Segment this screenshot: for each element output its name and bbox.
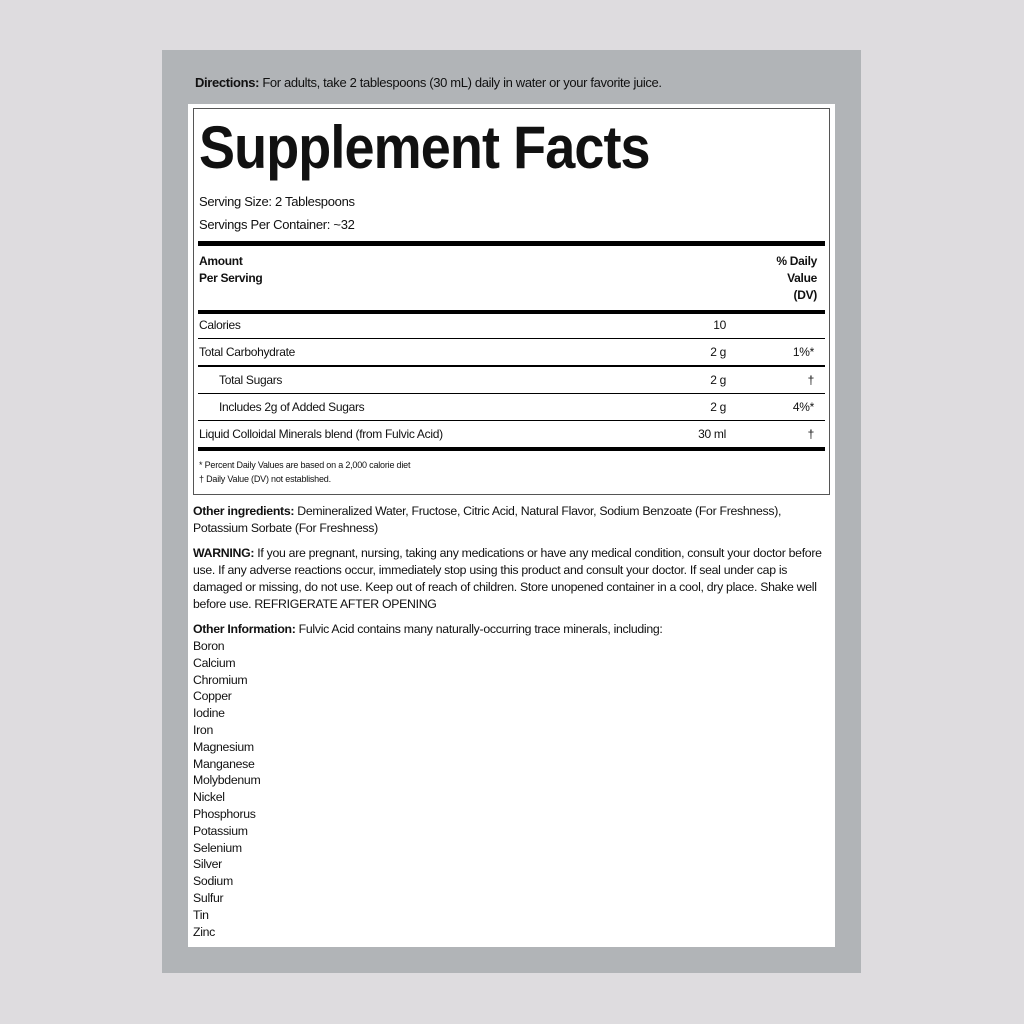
row-amount: 2 g — [710, 345, 726, 359]
list-item: Iron — [193, 722, 213, 737]
row-amount: 10 — [713, 318, 726, 332]
divider — [198, 338, 825, 339]
list-item: Nickel — [193, 790, 225, 805]
directions-text: For adults, take 2 tablespoons (30 mL) d… — [259, 75, 662, 90]
other-information-label: Other Information: — [193, 622, 296, 636]
header-dv: % Daily Value (DV) — [776, 253, 817, 304]
divider — [198, 393, 825, 394]
list-item: Tin — [193, 907, 209, 922]
list-item: Silver — [193, 857, 222, 872]
list-item: Boron — [193, 639, 225, 653]
row-name: Total Carbohydrate — [199, 345, 295, 359]
other-ingredients-label: Other ingredients: — [193, 504, 295, 518]
row-name: Total Sugars — [219, 373, 283, 387]
list-item: Magnesium — [193, 739, 254, 754]
table-row: Total Carbohydrate 2 g 1%* — [198, 345, 825, 359]
row-name: Calories — [199, 318, 241, 332]
table-row: Liquid Colloidal Minerals blend (from Fu… — [198, 427, 825, 441]
list-item: Zinc — [193, 924, 216, 939]
header-amount: Amount Per Serving — [199, 253, 263, 287]
servings-per-container: Servings Per Container: ~32 — [199, 217, 355, 232]
header-dv-line: Value — [787, 271, 817, 285]
list-item: Copper — [193, 689, 232, 704]
list-item: Potassium — [193, 823, 248, 838]
list-item: Calcium — [193, 655, 236, 670]
list-item: Sulfur — [193, 890, 224, 905]
header-dv-line: % Daily — [776, 254, 817, 268]
header-amount-line: Per Serving — [199, 271, 263, 285]
other-ingredients: Other ingredients: Demineralized Water, … — [193, 503, 835, 537]
table-row: Includes 2g of Added Sugars 2 g 4%* — [198, 400, 825, 414]
row-dv: 4%* — [792, 400, 814, 414]
list-item: Sodium — [193, 874, 233, 889]
other-information: Other Information: Fulvic Acid contains … — [193, 621, 835, 638]
footnote: † Daily Value (DV) not established. — [199, 474, 331, 484]
directions: Directions: For adults, take 2 tablespoo… — [195, 75, 662, 90]
list-item: Selenium — [193, 840, 242, 855]
row-dv: † — [807, 373, 815, 387]
supplement-facts-panel: Supplement Facts Serving Size: 2 Tablesp… — [193, 108, 830, 495]
mineral-list: Boron Calcium Chromium Copper Iodine Iro… — [193, 638, 261, 940]
list-item: Manganese — [193, 756, 255, 771]
warning-label: WARNING: — [193, 546, 255, 560]
row-dv: † — [807, 427, 815, 441]
row-amount: 30 ml — [698, 427, 726, 441]
other-information-text: Fulvic Acid contains many naturally-occu… — [295, 622, 663, 636]
list-item: Molybdenum — [193, 773, 261, 788]
divider-thick — [198, 447, 825, 451]
table-row: Calories 10 — [198, 318, 825, 332]
footnote: * Percent Daily Values are based on a 2,… — [199, 460, 411, 470]
row-amount: 2 g — [710, 373, 726, 387]
facts-title: Supplement Facts — [199, 114, 651, 181]
other-ingredients-text: Demineralized Water, Fructose, Citric Ac… — [193, 504, 782, 535]
warning-text: If you are pregnant, nursing, taking any… — [193, 546, 822, 611]
list-item: Iodine — [193, 706, 225, 721]
row-amount: 2 g — [710, 400, 726, 414]
header-amount-line: Amount — [199, 254, 243, 268]
serving-size: Serving Size: 2 Tablespoons — [199, 194, 355, 209]
list-item: Chromium — [193, 672, 248, 687]
divider — [198, 365, 825, 367]
warning: WARNING: If you are pregnant, nursing, t… — [193, 545, 835, 613]
header-dv-line: (DV) — [793, 288, 818, 302]
row-name: Liquid Colloidal Minerals blend (from Fu… — [199, 427, 443, 441]
divider — [198, 420, 825, 421]
directions-label: Directions: — [195, 75, 260, 90]
row-name: Includes 2g of Added Sugars — [219, 400, 365, 414]
table-row: Total Sugars 2 g † — [198, 373, 825, 387]
row-dv: 1%* — [792, 345, 814, 359]
divider-thick — [198, 241, 825, 246]
divider-thick — [198, 310, 825, 314]
list-item: Phosphorus — [193, 806, 256, 821]
